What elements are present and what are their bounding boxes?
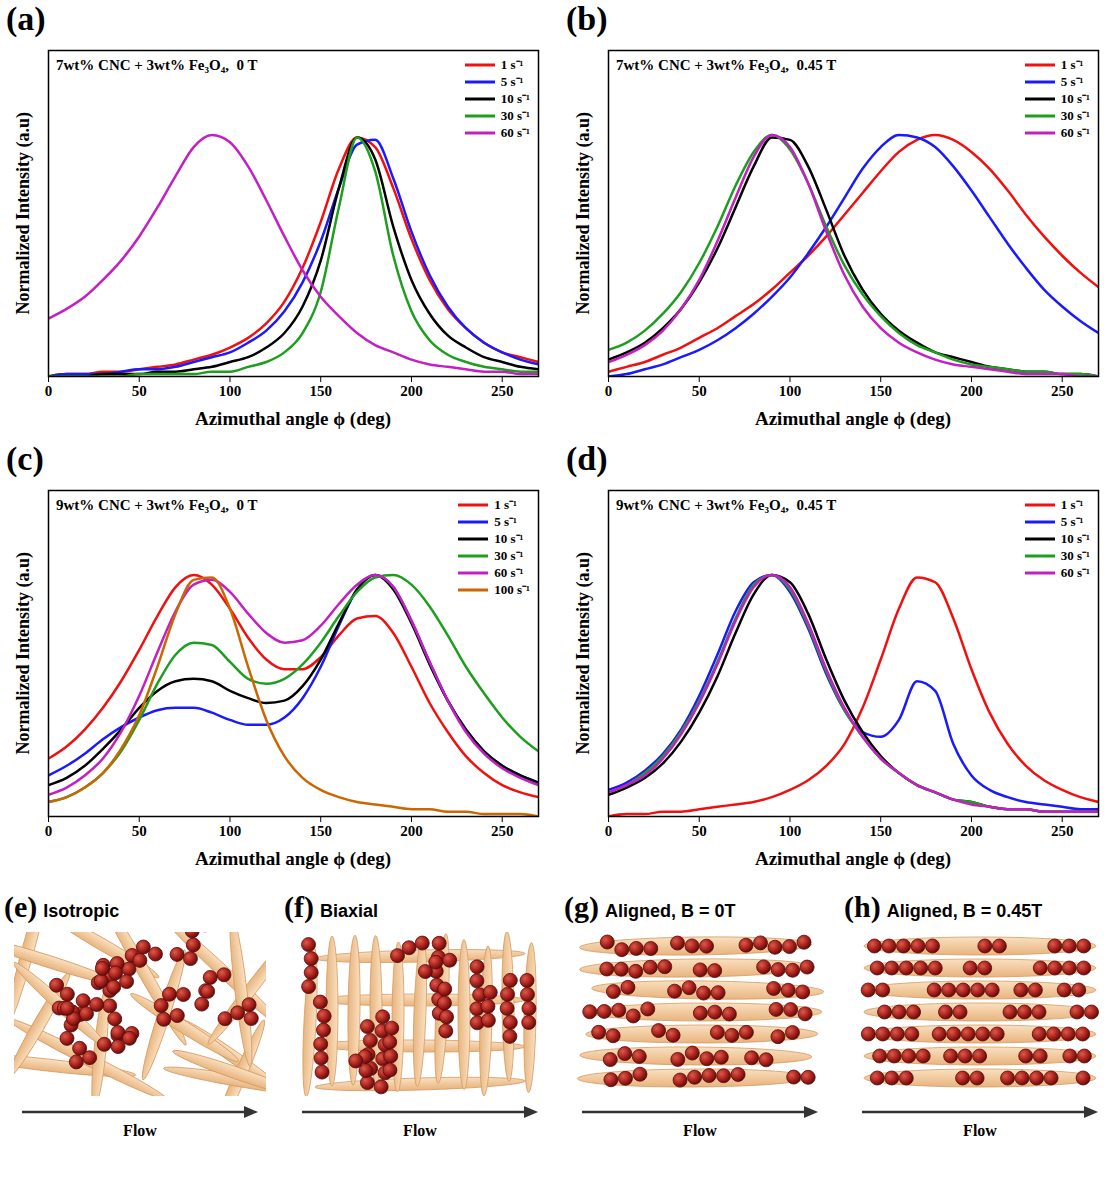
- svg-text:100: 100: [219, 383, 242, 399]
- svg-text:150: 150: [869, 823, 892, 839]
- svg-text:150: 150: [309, 823, 332, 839]
- svg-text:50: 50: [692, 823, 707, 839]
- html-text:Normalized Intensity (a.u): Normalized Intensity (a.u): [572, 111, 593, 315]
- html-text:10 s⁻¹: 10 s⁻¹: [1060, 91, 1090, 106]
- html-text:30 s⁻¹: 30 s⁻¹: [494, 548, 524, 563]
- svg-text:Flow: Flow: [403, 1122, 437, 1139]
- html-text:(a): (a): [6, 0, 46, 37]
- html-text:Azimuthal angle ϕ (deg): Azimuthal angle ϕ (deg): [755, 848, 951, 869]
- html-text:Normalized Intensity (a.u): Normalized Intensity (a.u): [572, 551, 593, 755]
- svg-text:250: 250: [491, 383, 514, 399]
- svg-text:Flow: Flow: [963, 1122, 997, 1139]
- svg-text:50: 50: [132, 823, 147, 839]
- svg-text:150: 150: [869, 383, 892, 399]
- svg-text:200: 200: [400, 383, 423, 399]
- html-text:1 s⁻¹: 1 s⁻¹: [1060, 497, 1084, 512]
- html-text:Azimuthal angle ϕ (deg): Azimuthal angle ϕ (deg): [755, 408, 951, 429]
- html-text:(e) Isotropic: (e) Isotropic: [4, 890, 120, 923]
- html-text:10 s⁻¹: 10 s⁻¹: [500, 91, 530, 106]
- html-text:(h) Aligned, B = 0.45T: (h) Aligned, B = 0.45T: [844, 890, 1043, 923]
- html-text:(d): (d): [566, 440, 608, 477]
- html-text:5 s⁻¹: 5 s⁻¹: [1060, 74, 1084, 89]
- svg-text:250: 250: [1051, 823, 1074, 839]
- svg-text:250: 250: [1051, 383, 1074, 399]
- html-text:9wt% CNC + 3wt% Fe₃O₄, 0 T: 9wt% CNC + 3wt% Fe₃O₄, 0 T: [56, 497, 258, 513]
- svg-text:Flow: Flow: [683, 1122, 717, 1139]
- svg-text:200: 200: [400, 823, 423, 839]
- html-text:30 s⁻¹: 30 s⁻¹: [500, 108, 530, 123]
- html-text:10 s⁻¹: 10 s⁻¹: [494, 531, 524, 546]
- html-text:60 s⁻¹: 60 s⁻¹: [1060, 565, 1090, 580]
- svg-text:100: 100: [219, 823, 242, 839]
- svg-text:Flow: Flow: [123, 1122, 157, 1139]
- html-text:5 s⁻¹: 5 s⁻¹: [500, 74, 524, 89]
- html-text:(b): (b): [566, 0, 608, 37]
- html-text:10 s⁻¹: 10 s⁻¹: [1060, 531, 1090, 546]
- html-text:60 s⁻¹: 60 s⁻¹: [494, 565, 524, 580]
- html-text:(g) Aligned, B = 0T: (g) Aligned, B = 0T: [564, 890, 736, 923]
- html-text:(f) Biaxial: (f) Biaxial: [284, 890, 378, 923]
- html-text:Normalized Intensity (a.u): Normalized Intensity (a.u): [12, 551, 33, 755]
- svg-text:0: 0: [45, 823, 53, 839]
- html-text:30 s⁻¹: 30 s⁻¹: [1060, 548, 1090, 563]
- svg-text:200: 200: [960, 823, 983, 839]
- html-text:(c): (c): [6, 440, 44, 477]
- html-text:9wt% CNC + 3wt% Fe₃O₄, 0.45 T: 9wt% CNC + 3wt% Fe₃O₄, 0.45 T: [616, 497, 837, 513]
- svg-text:200: 200: [960, 383, 983, 399]
- svg-text:50: 50: [132, 383, 147, 399]
- html-text:1 s⁻¹: 1 s⁻¹: [1060, 57, 1084, 72]
- html-text:7wt% CNC + 3wt% Fe₃O₄, 0 T: 7wt% CNC + 3wt% Fe₃O₄, 0 T: [56, 57, 258, 73]
- html-text:5 s⁻¹: 5 s⁻¹: [1060, 514, 1084, 529]
- svg-text:150: 150: [309, 383, 332, 399]
- html-text:60 s⁻¹: 60 s⁻¹: [500, 125, 530, 140]
- svg-text:100: 100: [779, 823, 802, 839]
- html-text:60 s⁻¹: 60 s⁻¹: [1060, 125, 1090, 140]
- html-text:Azimuthal angle ϕ (deg): Azimuthal angle ϕ (deg): [195, 408, 391, 429]
- html-text:7wt% CNC + 3wt% Fe₃O₄, 0.45 T: 7wt% CNC + 3wt% Fe₃O₄, 0.45 T: [616, 57, 837, 73]
- svg-text:250: 250: [491, 823, 514, 839]
- svg-text:0: 0: [605, 823, 613, 839]
- html-text:100 s⁻¹: 100 s⁻¹: [494, 582, 530, 597]
- html-text:30 s⁻¹: 30 s⁻¹: [1060, 108, 1090, 123]
- html-text:Azimuthal angle ϕ (deg): Azimuthal angle ϕ (deg): [195, 848, 391, 869]
- svg-text:50: 50: [692, 383, 707, 399]
- svg-text:100: 100: [779, 383, 802, 399]
- html-text:5 s⁻¹: 5 s⁻¹: [494, 514, 517, 529]
- html-text:1 s⁻¹: 1 s⁻¹: [500, 57, 524, 72]
- html-text:Normalized Intensity (a.u): Normalized Intensity (a.u): [12, 111, 33, 315]
- html-text:1 s⁻¹: 1 s⁻¹: [494, 497, 517, 512]
- svg-text:0: 0: [605, 383, 613, 399]
- svg-text:0: 0: [45, 383, 53, 399]
